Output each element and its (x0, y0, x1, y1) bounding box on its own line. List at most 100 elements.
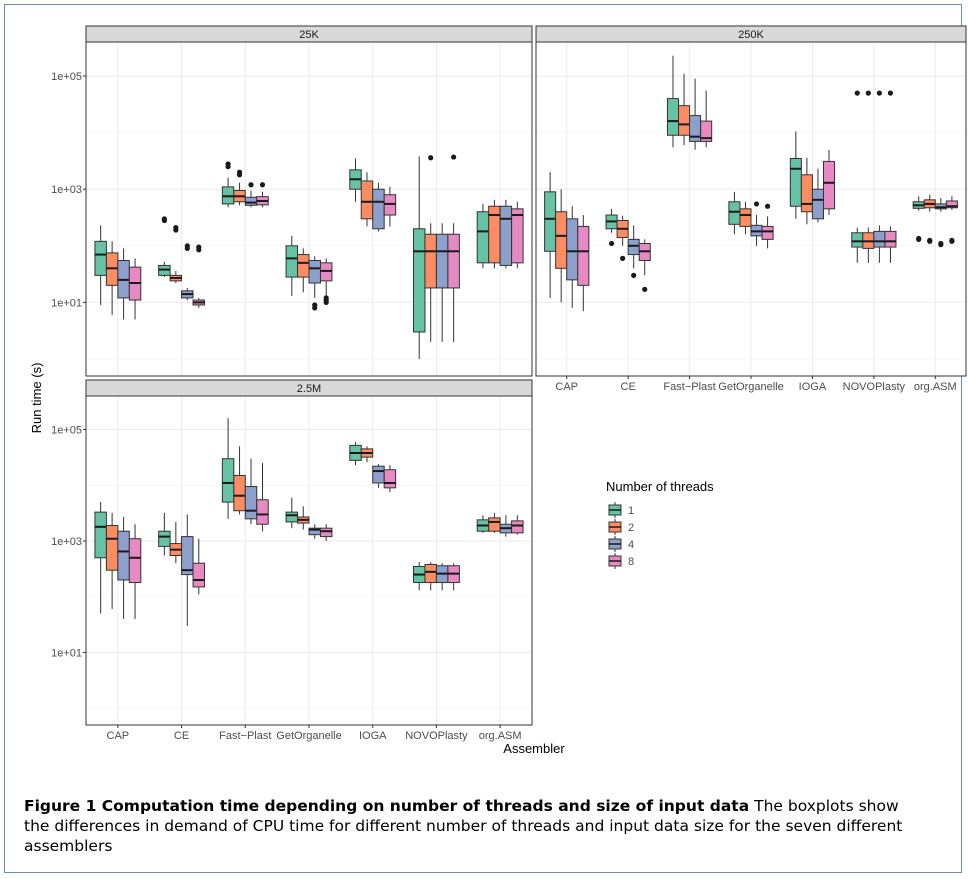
panel-border (85, 41, 533, 377)
outlier-point (428, 155, 434, 161)
box-NOVOPlasty-t8 (447, 154, 460, 342)
box-IOGA-t8 (383, 465, 397, 493)
box-CAP-t2 (105, 512, 119, 610)
box-iqr (761, 225, 774, 240)
caption-body: The boxplots show the differences in dem… (24, 797, 903, 855)
box-NOVOPlasty-t2 (862, 90, 875, 263)
box-iqr (128, 538, 142, 584)
box-IOGA-t2 (360, 172, 374, 227)
x-tick-label: NOVOPlasty (405, 730, 468, 742)
box-GetOrganelle-t2 (297, 506, 310, 530)
outlier-point (854, 90, 860, 96)
x-tick-label: GetOrganelle (718, 381, 783, 393)
panel-strip-label: 25K (299, 29, 319, 41)
box-iqr (233, 474, 246, 512)
box-org.ASM-t8 (511, 201, 524, 269)
box-org.ASM-t2 (488, 199, 501, 269)
box-NOVOPlasty-t8 (447, 563, 460, 591)
box-iqr (181, 536, 194, 576)
box-GetOrganelle-t1 (728, 191, 741, 235)
box-GetOrganelle-t8 (319, 524, 333, 542)
y-tick-label: 1e+01 (51, 647, 82, 659)
x-tick-label: NOVOPlasty (843, 381, 906, 393)
box-iqr (739, 208, 752, 227)
box-iqr (511, 520, 524, 534)
box-iqr (476, 211, 490, 264)
panel-2.5M: 2.5M 1e+01 1e+03 1e+05 CAP CE Fast−Plast GetOrg… (51, 379, 533, 742)
box-iqr (221, 458, 235, 503)
outlier-point (323, 299, 329, 305)
box-iqr (383, 469, 397, 489)
box-iqr (285, 245, 299, 278)
box-NOVOPlasty-t2 (424, 155, 437, 342)
x-tick-label: IOGA (359, 730, 387, 742)
box-Fast−Plast-t4 (244, 182, 258, 208)
box-IOGA-t4 (372, 182, 385, 232)
x-tick-label: CE (174, 730, 189, 742)
box-org.ASM-t1 (912, 196, 925, 242)
panel-25K: 25K 1e+01 1e+03 1e+05 (51, 25, 533, 377)
outlier-point (173, 227, 179, 233)
box-CAP-t2 (105, 241, 119, 315)
x-tick-label: Fast−Plast (663, 381, 715, 393)
outlier-point (196, 247, 202, 253)
legend-title: Number of threads (606, 479, 714, 494)
box-Fast−Plast-t2 (678, 73, 691, 146)
outlier-point (161, 217, 167, 224)
y-tick-label: 1e+01 (51, 297, 82, 309)
box-CE-t1 (158, 512, 171, 556)
box-IOGA-t2 (360, 446, 374, 463)
box-CE-t8 (192, 538, 206, 595)
box-CE-t1 (158, 216, 171, 278)
box-CAP-t8 (577, 215, 590, 312)
outlier-point (236, 172, 243, 178)
box-CE-t4 (181, 514, 194, 626)
box-iqr (308, 259, 321, 284)
outlier-point (451, 154, 457, 160)
outlier-point (248, 182, 254, 188)
box-GetOrganelle-t2 (739, 201, 752, 235)
box-org.ASM-t8 (945, 196, 958, 244)
box-iqr (94, 240, 107, 276)
box-CE-t2 (616, 215, 629, 261)
x-tick-label: org.ASM (479, 730, 522, 742)
box-iqr (811, 188, 824, 220)
box-iqr (412, 228, 426, 333)
legend-entry-1: 1 (608, 502, 634, 518)
box-iqr (372, 465, 385, 484)
box-Fast−Plast-t2 (233, 169, 246, 206)
box-iqr (555, 211, 568, 269)
box-iqr (577, 225, 590, 286)
legend-entry-2: 2 (608, 519, 634, 535)
box-IOGA-t4 (372, 464, 385, 488)
outlier-point (631, 272, 637, 278)
y-axis-title: Run time (s) (29, 363, 44, 434)
box-GetOrganelle-t1 (285, 497, 299, 529)
x-tick-label: CAP (555, 381, 578, 393)
box-NOVOPlasty-t8 (884, 90, 897, 263)
box-iqr (666, 98, 680, 136)
x-axis-title: Assembler (503, 741, 565, 756)
outlier-point (949, 238, 955, 244)
legend-label: 1 (628, 505, 634, 517)
outlier-point (865, 90, 871, 96)
panel-strip-label: 250K (738, 29, 764, 41)
x-tick-label: Fast−Plast (219, 730, 271, 742)
box-org.ASM-t4 (934, 197, 947, 248)
box-iqr (94, 511, 107, 559)
box-iqr (244, 486, 258, 520)
x-tick-label: CE (621, 381, 636, 393)
box-iqr (285, 511, 299, 523)
box-iqr (319, 527, 333, 538)
y-tick-label: 1e+03 (51, 536, 82, 548)
outlier-point (259, 182, 266, 188)
outlier-point (312, 305, 318, 311)
outlier-point (916, 236, 922, 242)
box-Fast−Plast-t8 (256, 463, 269, 532)
box-IOGA-t1 (349, 158, 362, 202)
box-CE-t8 (192, 244, 206, 308)
panel-strip-label: 2.5M (297, 383, 321, 395)
y-tick-label: 1e+03 (51, 184, 82, 196)
box-NOVOPlasty-t4 (873, 90, 886, 263)
